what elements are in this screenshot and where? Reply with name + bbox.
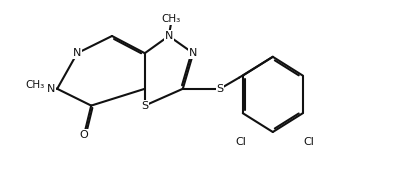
Text: N: N [73,48,82,58]
Text: N: N [189,48,197,58]
Text: Cl: Cl [235,137,246,147]
Text: Cl: Cl [303,137,314,147]
Text: N: N [47,84,55,94]
Text: S: S [141,101,148,111]
Text: O: O [80,130,88,140]
Text: CH₃: CH₃ [26,80,45,90]
Text: S: S [217,84,224,94]
Text: N: N [165,31,173,41]
Text: CH₃: CH₃ [161,14,181,24]
